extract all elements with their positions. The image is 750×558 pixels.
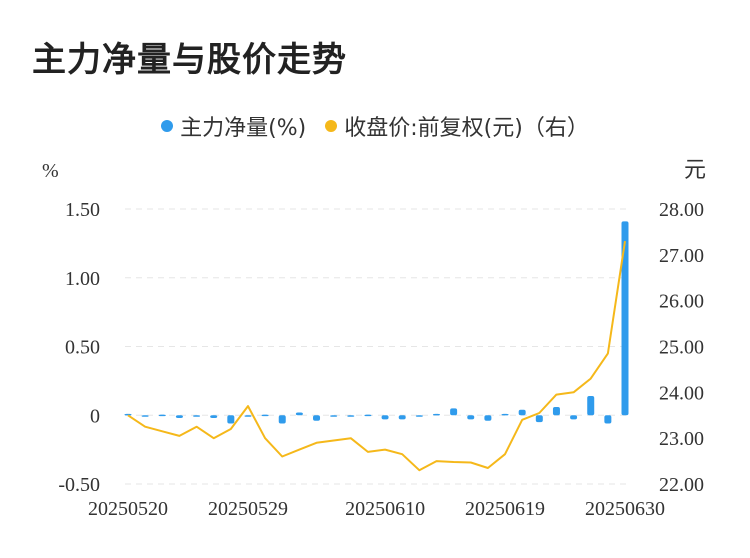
y-right-tick-label: 22.00 bbox=[659, 474, 704, 496]
bar bbox=[124, 413, 132, 416]
y-left-unit: % bbox=[42, 160, 59, 182]
bar bbox=[158, 414, 166, 417]
legend-line-label: 收盘价:前复权(元)（右） bbox=[344, 116, 589, 141]
bar bbox=[193, 415, 201, 417]
bar bbox=[467, 415, 475, 420]
y-left-tick-label: 1.50 bbox=[65, 199, 100, 221]
legend-line-swatch bbox=[325, 120, 338, 132]
x-tick-label: 20250610 bbox=[345, 498, 425, 520]
y-left-tick-label: 1.00 bbox=[65, 268, 100, 290]
y-right-tick-label: 28.00 bbox=[659, 199, 704, 221]
bar bbox=[432, 413, 440, 416]
y-left-tick-label: -0.50 bbox=[58, 474, 100, 496]
bar bbox=[381, 415, 389, 420]
bar bbox=[175, 415, 183, 418]
x-tick-label: 20250619 bbox=[465, 498, 545, 520]
bar bbox=[535, 415, 543, 423]
x-tick-label: 20250520 bbox=[88, 498, 168, 520]
x-tick-label: 20250630 bbox=[585, 498, 665, 520]
y-right-tick-label: 25.00 bbox=[659, 337, 704, 359]
bar bbox=[227, 415, 235, 424]
bar bbox=[621, 221, 629, 416]
bar bbox=[210, 415, 218, 418]
bar bbox=[604, 415, 612, 424]
y-left-tick-label: 0 bbox=[90, 405, 100, 427]
y-right-tick-label: 24.00 bbox=[659, 382, 704, 404]
y-right-tick-label: 27.00 bbox=[659, 245, 704, 267]
bar bbox=[261, 414, 269, 417]
bar bbox=[141, 415, 149, 417]
bar bbox=[398, 415, 406, 420]
legend-bar-label: 主力净量(%) bbox=[180, 116, 307, 141]
y-right-tick-label: 26.00 bbox=[659, 291, 704, 313]
bar bbox=[518, 409, 526, 416]
legend: 主力净量(%) 收盘价:前复权(元)（右） bbox=[0, 110, 750, 142]
bar bbox=[415, 415, 423, 417]
bar bbox=[570, 415, 578, 420]
bar bbox=[552, 407, 560, 416]
price-line bbox=[127, 240, 626, 472]
bar-layer bbox=[124, 221, 629, 424]
line-layer bbox=[127, 240, 626, 472]
bar bbox=[347, 415, 355, 417]
chart-title: 主力净量与股价走势 bbox=[32, 40, 347, 80]
bar bbox=[484, 415, 492, 421]
legend-item-bar[interactable]: 主力净量(%) bbox=[161, 110, 306, 142]
bar bbox=[244, 415, 252, 417]
bar bbox=[295, 412, 303, 416]
y-left-tick-label: 0.50 bbox=[65, 337, 100, 359]
bar bbox=[501, 413, 509, 416]
bar bbox=[330, 415, 338, 417]
bar bbox=[278, 415, 286, 424]
legend-item-line[interactable]: 收盘价:前复权(元)（右） bbox=[325, 110, 589, 142]
grid-layer bbox=[125, 208, 628, 485]
bar bbox=[313, 415, 321, 421]
axis-layer: -0.50 0 0.50 1.00 1.50 22.00 23.00 24.00 25.00 26… bbox=[58, 199, 704, 520]
bar bbox=[450, 408, 458, 416]
y-right-tick-label: 23.00 bbox=[659, 428, 704, 450]
x-tick-label: 20250529 bbox=[208, 498, 288, 520]
bar bbox=[587, 396, 595, 416]
legend-bar-swatch bbox=[161, 120, 174, 132]
bar bbox=[364, 414, 372, 417]
y-right-unit: 元 bbox=[684, 157, 706, 182]
